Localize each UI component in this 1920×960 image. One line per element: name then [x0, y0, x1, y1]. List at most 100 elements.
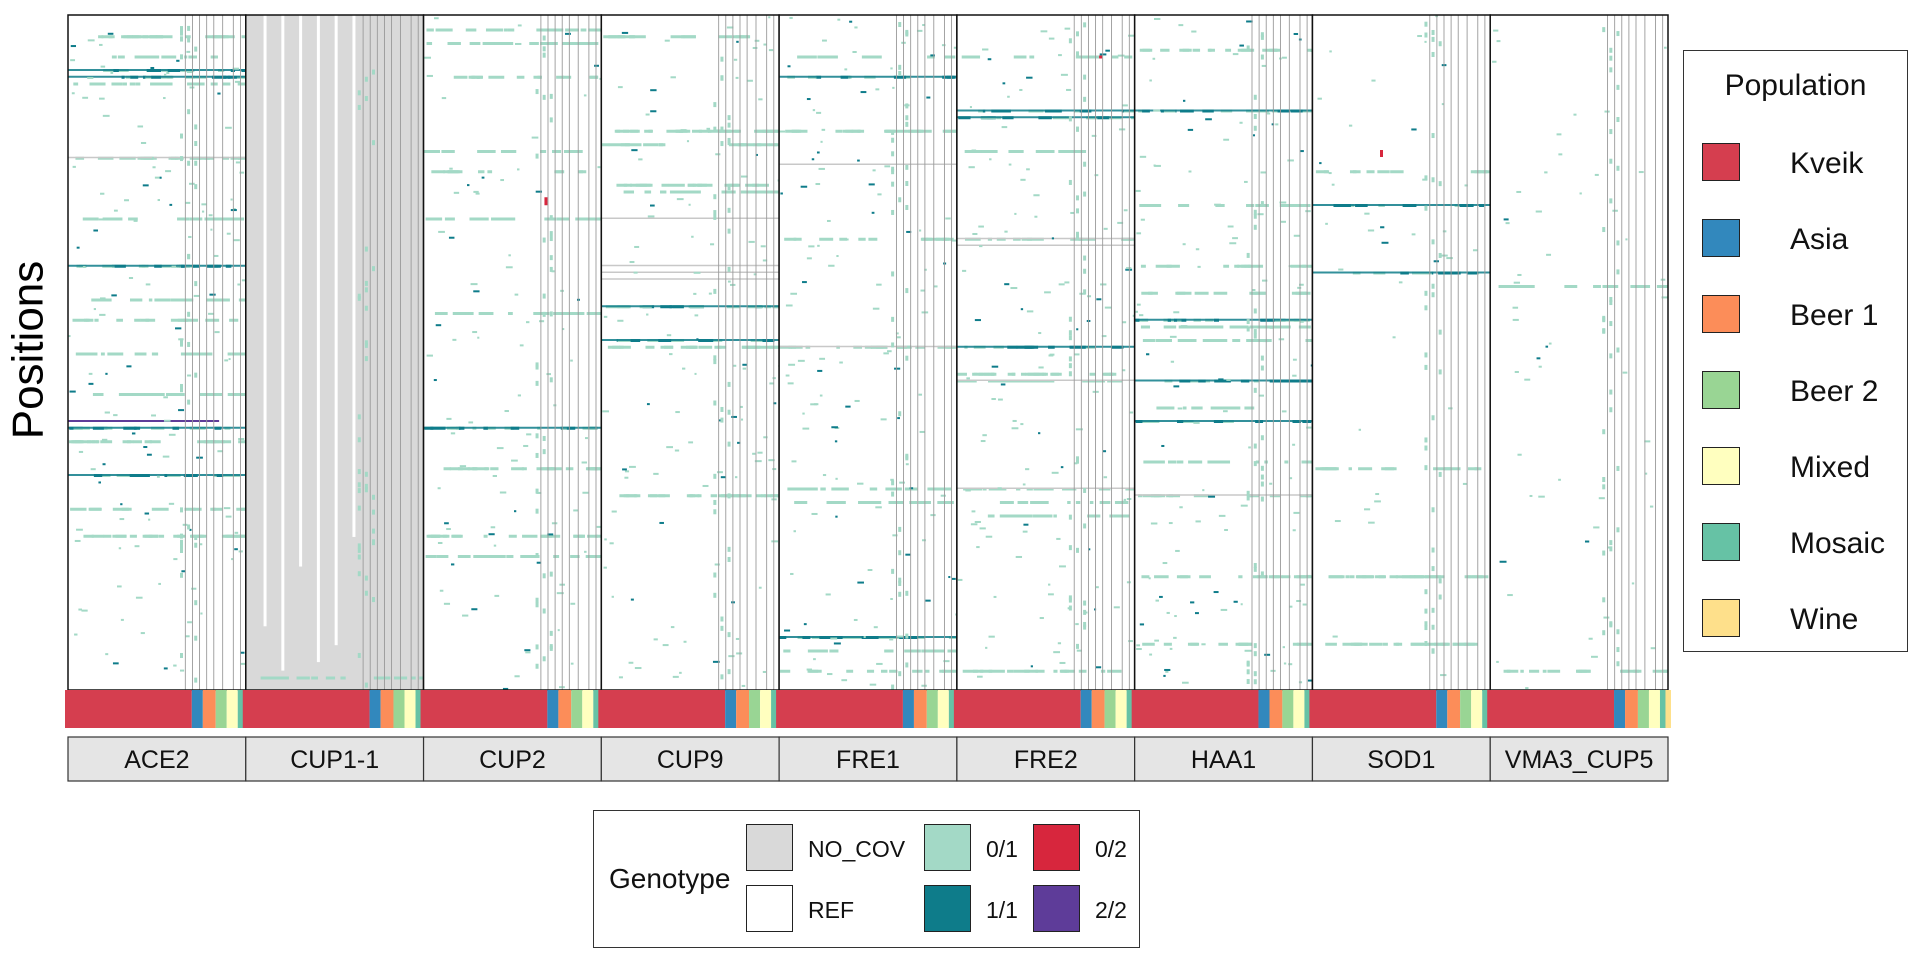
gene-label-box — [422, 736, 602, 782]
genotype-cell — [1158, 406, 1175, 410]
genotype-cell — [634, 245, 640, 248]
genotype-cell — [1104, 306, 1112, 309]
genotype-cell — [768, 459, 775, 462]
genotype-cell — [188, 235, 192, 238]
genotype-cell — [666, 129, 683, 133]
genotype-cell — [1246, 20, 1253, 23]
genotype-cell — [1084, 55, 1102, 59]
genotype-cell — [602, 143, 610, 147]
genotype-cell — [1058, 150, 1074, 153]
genotype-cell — [1068, 605, 1072, 611]
genotype-cell — [476, 555, 491, 558]
genotype-cell — [916, 29, 923, 32]
genotype-cell — [898, 591, 902, 597]
genotype-cell — [69, 390, 76, 393]
genotype-cell — [1076, 231, 1079, 237]
genotype-cell — [502, 687, 509, 690]
genotype-cell — [1289, 477, 1293, 480]
genotype-cell — [132, 35, 149, 39]
genotype-cell — [784, 629, 791, 632]
genotype-cell — [1306, 325, 1311, 329]
genotype-cell — [905, 103, 909, 109]
genotype-cell — [442, 28, 453, 32]
genotype-cell — [226, 232, 231, 235]
genotype-cell — [1253, 671, 1257, 677]
genotype-cell — [713, 355, 717, 361]
genotype-cell — [844, 238, 849, 241]
genotype-cell — [1250, 339, 1258, 342]
genotype-cell — [1424, 21, 1428, 27]
genotype-cell — [1232, 53, 1239, 56]
genotype-cell — [222, 82, 231, 86]
gene-label-box — [67, 736, 247, 782]
genotype-cell — [441, 150, 448, 153]
genotype-cell — [1004, 230, 1008, 233]
genotype-cell — [517, 24, 522, 27]
genotype-cell — [1124, 55, 1133, 59]
genotype-cell — [1194, 325, 1212, 329]
genotype-cell — [727, 441, 731, 447]
genotype-cell — [1358, 428, 1362, 431]
genotype-cell — [951, 239, 957, 242]
genotype-cell — [357, 547, 361, 553]
genotype-cell — [985, 646, 988, 649]
genotype-cell — [951, 577, 956, 580]
genotype-cell — [793, 487, 808, 491]
genotype-cell — [727, 266, 731, 272]
genotype-cell — [357, 293, 361, 299]
genotype-cell — [780, 669, 791, 673]
genotype-cell — [862, 55, 878, 59]
population-bar-kveik — [776, 690, 903, 728]
genotype-cell — [340, 676, 346, 680]
genotype-cell — [876, 55, 882, 59]
genotype-cell — [1411, 128, 1417, 131]
genotype-cell — [549, 215, 553, 221]
genotype-cell — [180, 383, 183, 389]
genotype-cell — [1202, 489, 1205, 492]
genotype-cell — [891, 684, 895, 690]
genotype-cell — [830, 637, 838, 640]
genotype-cell — [1206, 325, 1224, 329]
genotype-cell — [1253, 125, 1257, 131]
genotype-cell — [1026, 168, 1030, 171]
genotype-cell — [1048, 37, 1055, 40]
genotype-cell — [1179, 48, 1192, 52]
genotype-cell — [922, 24, 926, 27]
genotype-cell — [905, 288, 909, 294]
genotype-cell — [1008, 150, 1024, 153]
genotype-cell — [551, 522, 558, 525]
genotype-cell — [161, 55, 177, 59]
genotype-cell — [890, 478, 894, 481]
genotype-cell — [1260, 54, 1264, 60]
genotype-cell — [1323, 170, 1330, 174]
genotype-cell — [623, 183, 632, 187]
genotype-cell — [676, 198, 684, 201]
genotype-cell — [113, 414, 118, 417]
genotype-cell — [891, 491, 895, 497]
genotype-cell — [742, 345, 755, 349]
genotype-cell — [727, 122, 731, 128]
legend-swatch — [1702, 143, 1740, 181]
genotype-cell — [1014, 212, 1017, 215]
y-axis-label-container: Positions — [3, 0, 52, 700]
genotype-cell — [905, 31, 909, 37]
genotype-cell — [491, 217, 507, 221]
genotype-cell — [553, 312, 570, 315]
genotype-cell — [1609, 621, 1613, 627]
genotype-cell — [702, 484, 709, 487]
genotype-cell — [375, 676, 389, 680]
population-bar-beer-1 — [1269, 690, 1283, 728]
genotype-cell — [1136, 644, 1141, 647]
genotype-cell — [972, 372, 984, 376]
genotype-cell — [1174, 615, 1177, 618]
genotype-cell — [72, 165, 76, 168]
genotype-cell — [452, 338, 457, 341]
homalt-row — [779, 636, 957, 638]
genotype-cell — [727, 556, 731, 562]
genotype-cell — [476, 76, 480, 79]
genotype-cell — [628, 661, 634, 664]
genotype-cell — [1546, 253, 1552, 256]
genotype-cell — [1083, 624, 1087, 630]
genotype-cell — [969, 55, 976, 59]
genotype-cell — [477, 336, 480, 339]
